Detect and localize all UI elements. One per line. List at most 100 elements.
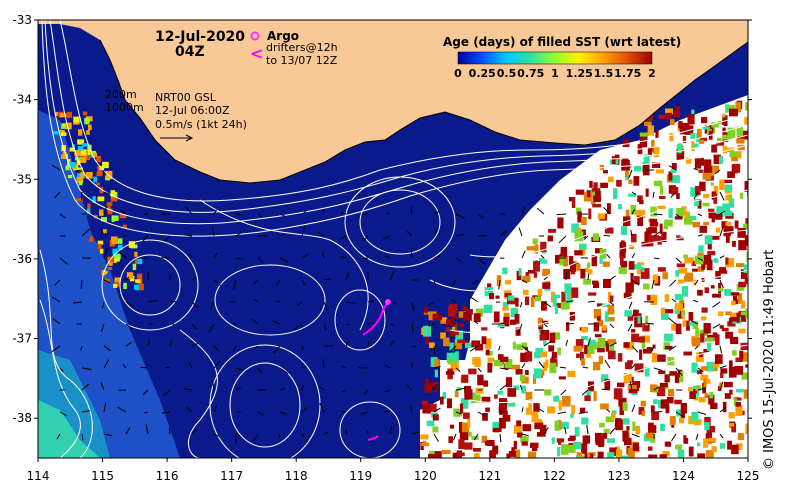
- sst-pixel: [77, 139, 85, 145]
- sst-pixel: [700, 157, 705, 166]
- current-vector: [168, 427, 171, 435]
- sst-pixel: [676, 263, 686, 268]
- sst-pixel: [575, 339, 584, 349]
- sst-pixel: [697, 199, 702, 209]
- sst-pixel: [674, 294, 684, 301]
- sst-pixel: [128, 241, 135, 248]
- current-vector: [498, 279, 501, 290]
- sst-pixel: [642, 323, 650, 332]
- current-vector: [279, 411, 288, 415]
- sst-pixel: [428, 403, 437, 412]
- sst-pixel: [718, 282, 722, 294]
- sst-pixel: [66, 111, 73, 118]
- sst-pixel: [653, 235, 659, 243]
- current-vector: [213, 405, 218, 413]
- sst-pixel: [633, 276, 640, 285]
- sst-pixel: [731, 300, 736, 306]
- current-vector: [81, 367, 92, 370]
- sst-pixel: [623, 373, 632, 384]
- sst-pixel: [632, 421, 636, 432]
- current-vector: [183, 388, 193, 391]
- sst-pixel: [111, 239, 118, 245]
- current-vector: [125, 323, 133, 330]
- sst-pixel: [746, 102, 748, 109]
- sst-pixel: [462, 305, 468, 312]
- sst-pixel: [594, 248, 603, 254]
- sst-pixel: [551, 356, 556, 364]
- sst-pixel: [89, 236, 94, 242]
- current-vector: [499, 229, 508, 237]
- sst-pixel: [724, 381, 733, 388]
- sst-pixel: [581, 443, 588, 454]
- current-vector: [653, 367, 663, 371]
- sst-pixel: [108, 262, 113, 266]
- current-vector: [253, 433, 259, 441]
- sst-pixel: [586, 452, 591, 458]
- sst-pixel: [708, 208, 715, 212]
- sst-pixel: [633, 264, 642, 270]
- sst-pixel: [485, 349, 490, 356]
- sst-pixel: [463, 340, 469, 346]
- sst-pixel: [596, 316, 601, 321]
- sst-pixel: [713, 193, 718, 204]
- sst-pixel: [611, 156, 616, 164]
- sst-pixel: [557, 420, 562, 430]
- sst-pixel: [598, 355, 603, 365]
- sst-pixel: [583, 278, 592, 285]
- sst-pixel: [645, 188, 649, 197]
- sst-pixel: [443, 337, 450, 347]
- sst-pixel: [519, 375, 526, 382]
- sst-pixel: [505, 377, 513, 388]
- sst-pixel: [744, 102, 748, 111]
- sst-pixel: [688, 311, 694, 321]
- current-vector: [601, 388, 611, 391]
- current-vector: [477, 411, 487, 418]
- sst-pixel: [541, 301, 547, 311]
- sst-pixel: [425, 379, 430, 384]
- argo-legend-label: Argo: [267, 29, 299, 43]
- sst-pixel: [681, 286, 689, 297]
- sst-pixel: [687, 114, 695, 125]
- sst-pixel: [561, 291, 566, 302]
- sst-pixel: [61, 123, 68, 129]
- sst-pixel: [512, 341, 517, 350]
- sst-pixel: [568, 442, 574, 447]
- sst-pixel: [641, 410, 645, 417]
- sst-pixel: [725, 257, 735, 268]
- sst-pixel: [434, 369, 438, 378]
- current-vector: [453, 433, 457, 441]
- sst-pixel: [73, 116, 80, 123]
- lat-tick-label: -34: [12, 93, 32, 107]
- current-vector: [319, 402, 325, 413]
- sst-pixel: [590, 201, 596, 205]
- current-vector: [100, 382, 105, 391]
- current-vector: [345, 340, 350, 347]
- sst-pixel: [536, 432, 546, 437]
- sst-pixel: [85, 171, 93, 179]
- sst-pixel: [509, 319, 517, 325]
- sst-pixel: [576, 452, 583, 457]
- sst-pixel: [681, 409, 686, 418]
- current-vector: [188, 253, 193, 259]
- sst-pixel: [694, 255, 704, 265]
- sst-pixel: [549, 332, 556, 344]
- sst-pixel: [670, 168, 677, 173]
- current-vector: [719, 255, 725, 259]
- sst-pixel: [633, 309, 639, 317]
- sst-pixel: [522, 275, 531, 282]
- sst-pixel: [650, 206, 657, 217]
- current-vector: [165, 366, 171, 369]
- sst-pixel: [660, 399, 670, 409]
- sst-pixel: [690, 187, 699, 197]
- sst-pixel: [727, 171, 735, 178]
- current-vector: [433, 433, 439, 442]
- sst-pixel: [711, 218, 716, 223]
- sst-pixel: [745, 308, 748, 319]
- sst-pixel: [117, 238, 123, 244]
- current-vector: [340, 256, 347, 259]
- sst-pixel: [622, 139, 630, 148]
- sst-pixel: [447, 359, 453, 365]
- sst-pixel: [422, 405, 431, 414]
- current-vector: [145, 424, 149, 435]
- sst-pixel: [578, 243, 587, 250]
